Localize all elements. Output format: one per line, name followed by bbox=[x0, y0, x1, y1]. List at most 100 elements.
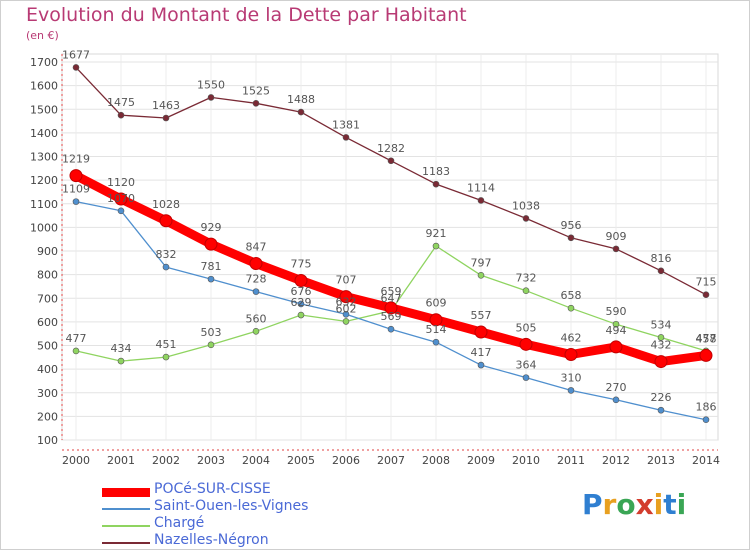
data-label: 310 bbox=[561, 371, 582, 384]
data-label: 1028 bbox=[152, 198, 180, 211]
y-tick-label: 1500 bbox=[30, 103, 58, 116]
data-point bbox=[339, 290, 353, 304]
data-point bbox=[114, 192, 128, 206]
data-point bbox=[609, 340, 623, 354]
x-tick-label: 2007 bbox=[377, 454, 405, 467]
data-point bbox=[519, 337, 533, 351]
data-label: 503 bbox=[201, 326, 222, 339]
legend-swatch bbox=[102, 487, 150, 497]
y-tick-label: 600 bbox=[37, 316, 58, 329]
data-label: 832 bbox=[156, 248, 177, 261]
data-point bbox=[567, 387, 575, 394]
x-tick-label: 2014 bbox=[692, 454, 720, 467]
legend-label: Chargé bbox=[154, 515, 205, 531]
data-label: 921 bbox=[426, 227, 447, 240]
data-label: 364 bbox=[516, 359, 537, 372]
data-label: 929 bbox=[201, 221, 222, 234]
data-point bbox=[249, 257, 263, 271]
data-label: 477 bbox=[66, 332, 87, 345]
data-label: 629 bbox=[291, 296, 312, 309]
logo-letter: x bbox=[635, 488, 654, 521]
data-point bbox=[567, 234, 575, 242]
data-point bbox=[474, 325, 488, 339]
data-label: 451 bbox=[156, 338, 177, 351]
x-tick-label: 2012 bbox=[602, 454, 630, 467]
data-label: 707 bbox=[336, 274, 357, 287]
data-label: 658 bbox=[561, 289, 582, 302]
data-label: 226 bbox=[651, 391, 672, 404]
x-tick-label: 2013 bbox=[647, 454, 675, 467]
data-label: 1120 bbox=[107, 176, 135, 189]
x-tick-label: 2011 bbox=[557, 454, 585, 467]
data-point bbox=[522, 215, 530, 222]
data-label: 956 bbox=[561, 219, 582, 232]
data-point bbox=[297, 300, 305, 308]
logo-letter: r bbox=[602, 488, 617, 521]
data-point bbox=[477, 272, 485, 279]
data-label: 797 bbox=[471, 256, 492, 269]
x-tick-label: 2002 bbox=[152, 454, 180, 467]
data-label: 602 bbox=[336, 302, 357, 315]
data-label: 1475 bbox=[107, 96, 135, 109]
data-label: 728 bbox=[246, 273, 267, 286]
data-point bbox=[564, 347, 578, 361]
data-point bbox=[162, 353, 170, 361]
data-label: 847 bbox=[246, 241, 267, 254]
data-label: 1109 bbox=[62, 183, 90, 196]
data-label: 432 bbox=[651, 339, 672, 352]
data-point bbox=[162, 263, 170, 271]
logo-letter: o bbox=[616, 488, 636, 521]
data-point bbox=[297, 311, 305, 319]
x-tick-label: 2006 bbox=[332, 454, 360, 467]
data-label: 1381 bbox=[332, 118, 360, 131]
data-label: 781 bbox=[201, 260, 222, 273]
x-tick-label: 2000 bbox=[62, 454, 90, 467]
logo-letter: i bbox=[653, 488, 664, 521]
data-point bbox=[384, 301, 398, 315]
data-point bbox=[117, 207, 125, 215]
data-label: 775 bbox=[291, 258, 312, 271]
data-point bbox=[162, 114, 170, 122]
data-label: 659 bbox=[381, 285, 402, 298]
data-label: 270 bbox=[606, 381, 627, 394]
data-point bbox=[342, 134, 350, 141]
data-label: 186 bbox=[696, 401, 717, 414]
data-label: 494 bbox=[606, 324, 627, 337]
data-point bbox=[432, 242, 440, 250]
data-point bbox=[72, 64, 80, 71]
data-label: 1070 bbox=[107, 192, 135, 205]
data-label: 1488 bbox=[287, 93, 315, 106]
data-label: 1550 bbox=[197, 78, 225, 91]
data-point bbox=[657, 406, 665, 414]
series-lines bbox=[69, 64, 713, 423]
data-label: 417 bbox=[471, 346, 492, 359]
data-label: 1677 bbox=[62, 48, 90, 61]
data-point bbox=[294, 274, 308, 288]
data-label: 458 bbox=[696, 332, 717, 345]
legend-swatch bbox=[102, 508, 150, 510]
data-point bbox=[252, 288, 260, 295]
data-point bbox=[117, 357, 125, 365]
legend-swatch bbox=[102, 525, 150, 527]
data-point bbox=[207, 341, 215, 349]
data-point bbox=[657, 267, 665, 275]
y-tick-label: 500 bbox=[37, 340, 58, 353]
data-label: 676 bbox=[291, 285, 312, 298]
data-point bbox=[612, 245, 620, 253]
y-tick-label: 1700 bbox=[30, 56, 58, 69]
data-label: 609 bbox=[426, 297, 447, 310]
x-tick-label: 2003 bbox=[197, 454, 225, 467]
data-point bbox=[387, 157, 395, 165]
data-label: 1282 bbox=[377, 142, 405, 155]
y-tick-label: 1300 bbox=[30, 151, 58, 164]
data-point bbox=[702, 291, 710, 299]
y-tick-label: 700 bbox=[37, 292, 58, 305]
y-tick-label: 300 bbox=[37, 387, 58, 400]
data-label: 1114 bbox=[467, 181, 495, 194]
data-label: 434 bbox=[111, 342, 132, 355]
unit-label: (en €) bbox=[26, 29, 59, 42]
data-label: 505 bbox=[516, 321, 537, 334]
x-tick-label: 2008 bbox=[422, 454, 450, 467]
data-label: 1038 bbox=[512, 199, 540, 212]
x-tick-label: 2001 bbox=[107, 454, 135, 467]
